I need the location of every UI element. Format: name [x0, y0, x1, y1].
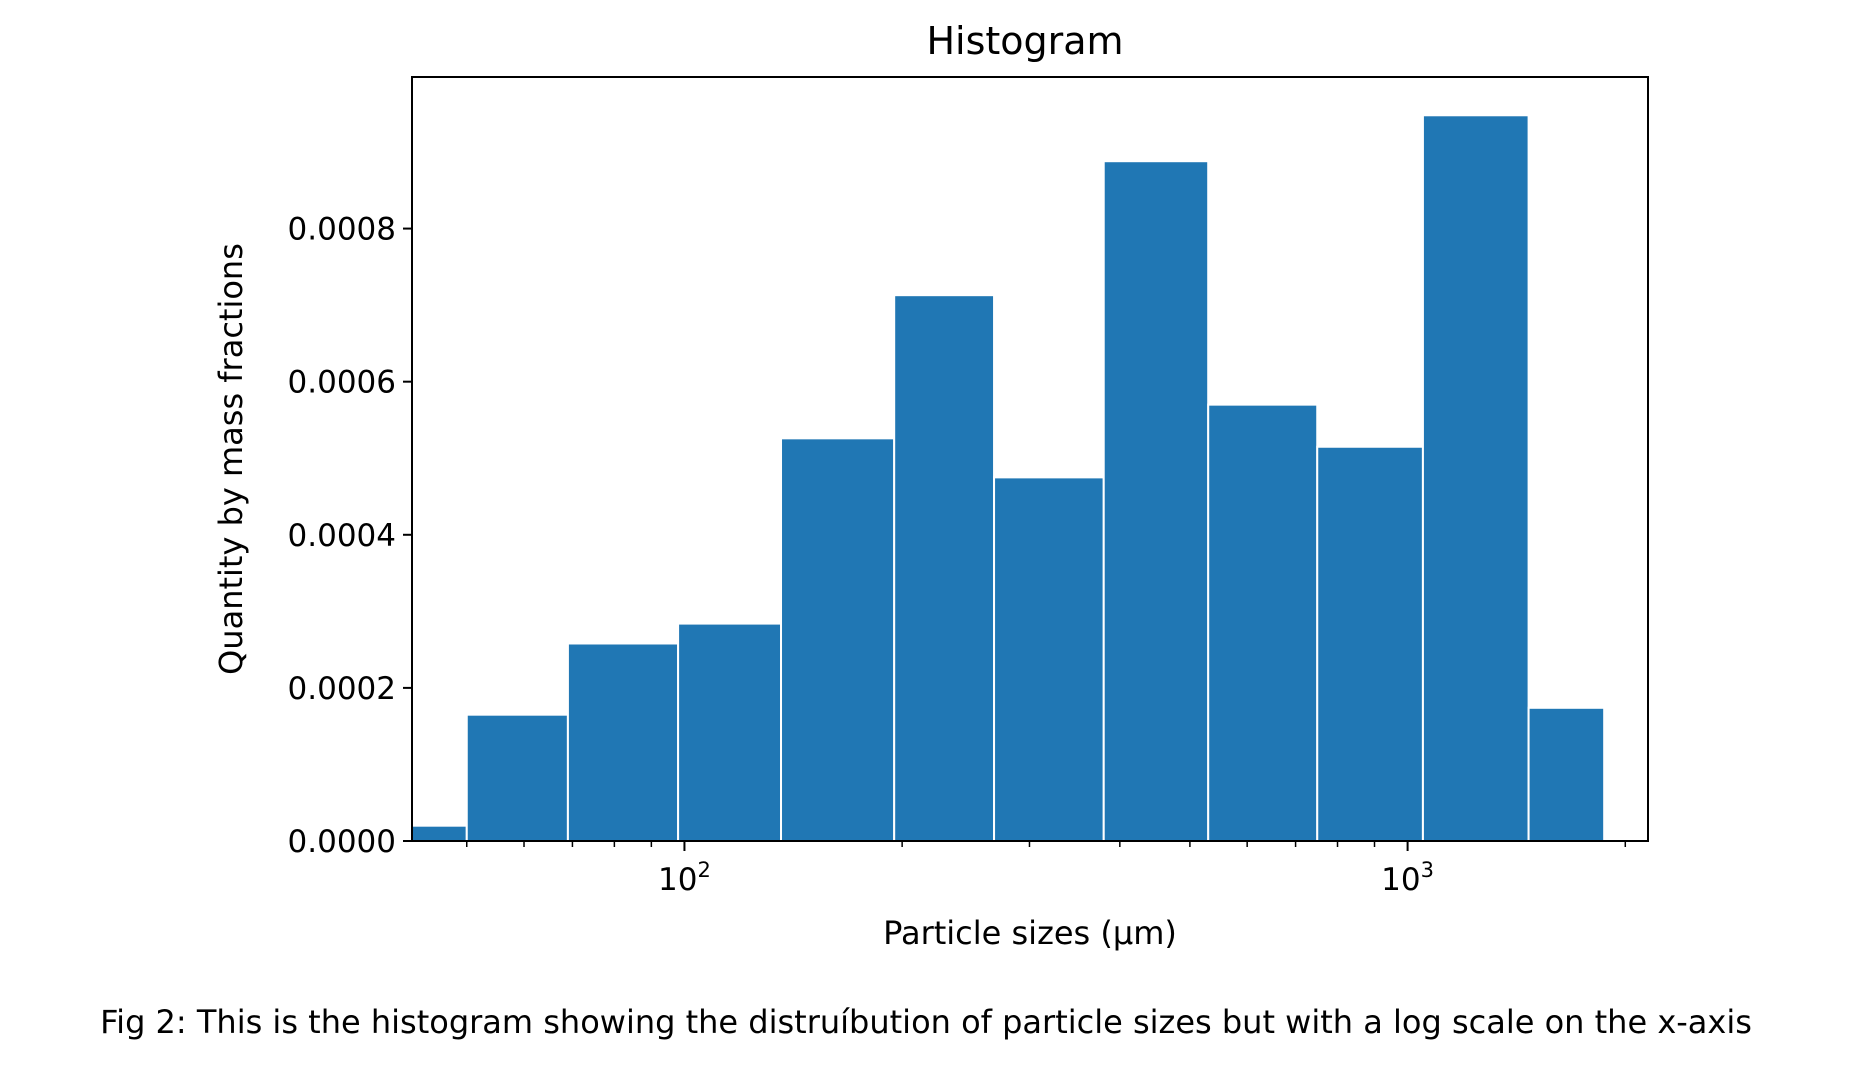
- histogram-bar-5: [780, 437, 896, 842]
- histogram-bar-9: [1207, 403, 1319, 842]
- histogram-bar-3: [566, 642, 680, 842]
- x-tick-label: 103: [1381, 858, 1434, 898]
- y-tick-label: 0.0006: [288, 365, 396, 401]
- histogram-bar-6: [893, 294, 996, 843]
- histogram-bar-7: [993, 476, 1105, 842]
- y-tick-label: 0.0000: [288, 824, 396, 860]
- x-ticks-group: 102 103: [466, 841, 1627, 898]
- histogram-chart: Histogram 102 103 0.00000.00020.00040.000…: [212, 19, 1649, 952]
- histogram-bar-4: [677, 622, 783, 842]
- histogram-bar-1: [411, 824, 468, 843]
- chart-title: Histogram: [926, 19, 1123, 63]
- histogram-bar-11: [1421, 114, 1530, 842]
- y-tick-label: 0.0004: [288, 518, 396, 554]
- bars-group: [411, 114, 1606, 843]
- plot-frame: [411, 76, 1649, 842]
- x-axis-label: Particle sizes (µm): [883, 914, 1177, 952]
- histogram-bar-2: [465, 713, 569, 842]
- figure-caption: Fig 2: This is the histogram showing the…: [100, 1003, 1752, 1041]
- y-axis-label: Quantity by mass fractions: [212, 243, 250, 675]
- y-ticks-group: 0.0000 0.0002 0.0004 0.0006 0.0008: [288, 212, 412, 860]
- x-tick-label: 102: [658, 858, 711, 898]
- y-tick-label: 0.0008: [288, 212, 396, 248]
- histogram-bar-12: [1527, 706, 1606, 843]
- histogram-bar-8: [1102, 160, 1210, 842]
- y-tick-label: 0.0002: [288, 671, 396, 707]
- histogram-bar-10: [1316, 445, 1424, 842]
